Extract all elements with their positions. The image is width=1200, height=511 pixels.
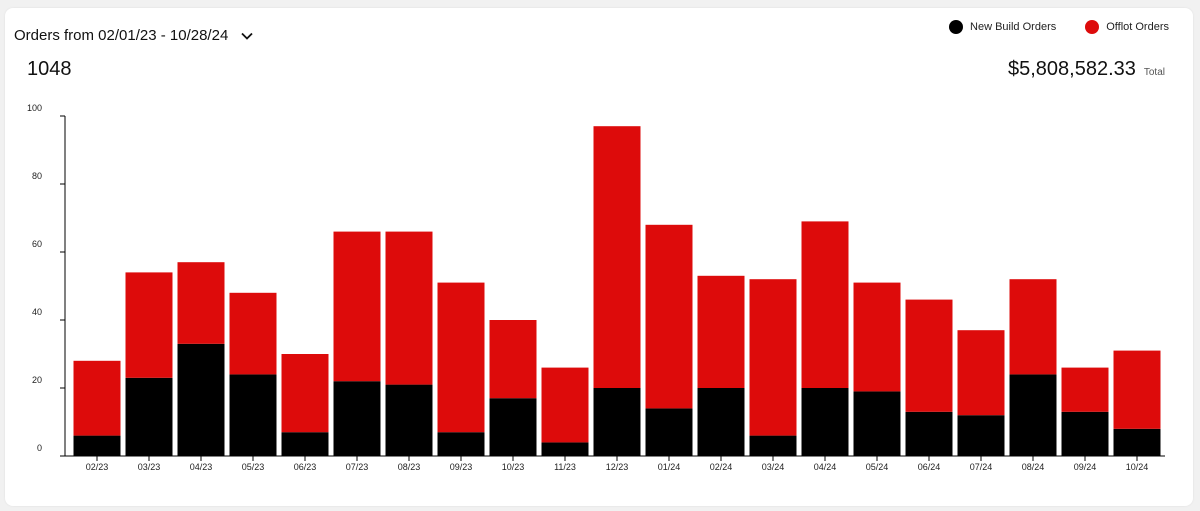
x-tick-label: 03/24 xyxy=(762,462,785,472)
chart-legend: New Build Orders Offlot Orders xyxy=(920,20,1169,34)
bar-segment xyxy=(385,384,433,456)
legend-swatch-new-build xyxy=(949,20,964,34)
legend-label-new-build: New Build Orders xyxy=(970,21,1057,33)
bar-segment xyxy=(1113,350,1161,429)
bar-segment xyxy=(177,262,225,344)
bar-segment xyxy=(125,377,173,456)
x-tick-label: 04/24 xyxy=(814,462,837,472)
bar-segment xyxy=(593,388,641,456)
bar-segment xyxy=(1061,411,1109,456)
y-tick-label: 60 xyxy=(32,239,42,249)
bar-segment xyxy=(489,398,537,456)
bar-segment xyxy=(333,381,381,456)
bar-segment xyxy=(801,221,849,388)
x-tick-label: 08/24 xyxy=(1022,462,1045,472)
x-tick-label: 07/24 xyxy=(970,462,993,472)
x-tick-label: 05/23 xyxy=(242,462,265,472)
date-range-label: Orders from 02/01/23 - 10/28/24 xyxy=(14,27,229,44)
x-tick-label: 09/24 xyxy=(1074,462,1097,472)
bar-segment xyxy=(73,435,121,456)
x-tick-label: 06/23 xyxy=(294,462,317,472)
bar-segment xyxy=(645,408,693,456)
bar-segment xyxy=(229,292,277,375)
bar-segment xyxy=(489,320,537,399)
bar-segment xyxy=(281,354,329,433)
x-tick-label: 02/24 xyxy=(710,462,733,472)
order-count: 1048 xyxy=(27,58,72,80)
bar-segment xyxy=(905,411,953,456)
bar-segment xyxy=(229,374,277,456)
bar-segment xyxy=(541,367,589,443)
y-tick-label: 100 xyxy=(27,103,42,113)
x-tick-label: 04/23 xyxy=(190,462,213,472)
chevron-down-icon xyxy=(240,29,254,43)
x-tick-label: 10/24 xyxy=(1126,462,1149,472)
total-amount: $5,808,582.33 xyxy=(1007,58,1136,80)
bar-segment xyxy=(541,442,589,456)
x-tick-label: 01/24 xyxy=(658,462,681,472)
x-tick-label: 10/23 xyxy=(502,462,525,472)
bar-segment xyxy=(1009,279,1057,375)
bar-segment xyxy=(437,282,485,433)
bar-segment xyxy=(1061,367,1109,412)
bar-segment xyxy=(437,432,485,456)
bar-segment xyxy=(73,360,121,436)
bar-segment xyxy=(853,282,901,392)
bar-segment xyxy=(697,275,745,388)
bar-segment xyxy=(1113,428,1161,456)
bar-segment xyxy=(905,299,953,412)
x-tick-label: 11/23 xyxy=(554,462,576,472)
x-tick-label: 07/23 xyxy=(346,462,369,472)
x-tick-label: 12/23 xyxy=(606,462,629,472)
date-range-dropdown[interactable]: Orders from 02/01/23 - 10/28/24 xyxy=(14,27,254,44)
bar-segment xyxy=(1009,374,1057,456)
legend-swatch-offlot xyxy=(1085,20,1100,34)
bar-segment xyxy=(281,432,329,456)
bar-segment xyxy=(333,231,381,382)
bar-segment xyxy=(957,330,1005,416)
bar-segment xyxy=(125,272,173,378)
x-tick-label: 08/23 xyxy=(398,462,421,472)
y-tick-label: 80 xyxy=(32,171,42,181)
x-tick-label: 02/23 xyxy=(86,462,109,472)
y-tick-label: 40 xyxy=(32,307,42,317)
bar-segment xyxy=(385,231,433,385)
total-label: Total xyxy=(1143,67,1165,78)
bar-segment xyxy=(749,279,797,436)
bar-segment xyxy=(645,224,693,409)
x-tick-label: 09/23 xyxy=(450,462,473,472)
total-amount-block: $5,808,582.33 Total xyxy=(1008,58,1165,81)
x-tick-label: 03/23 xyxy=(138,462,161,472)
x-tick-label: 05/24 xyxy=(866,462,889,472)
bar-segment xyxy=(593,126,641,388)
bar-segment xyxy=(853,391,901,456)
bar-segment xyxy=(957,415,1005,456)
y-tick-label: 20 xyxy=(32,375,42,385)
bar-segment xyxy=(177,343,225,456)
bar-segment xyxy=(801,388,849,456)
bar-segment xyxy=(697,388,745,456)
legend-item-offlot[interactable]: Offlot Orders xyxy=(1085,20,1169,34)
x-tick-label: 06/24 xyxy=(918,462,941,472)
legend-item-new-build[interactable]: New Build Orders xyxy=(949,20,1056,34)
bar-segment xyxy=(749,435,797,456)
legend-label-offlot: Offlot Orders xyxy=(1106,21,1169,33)
y-tick-label: 0 xyxy=(37,443,42,453)
